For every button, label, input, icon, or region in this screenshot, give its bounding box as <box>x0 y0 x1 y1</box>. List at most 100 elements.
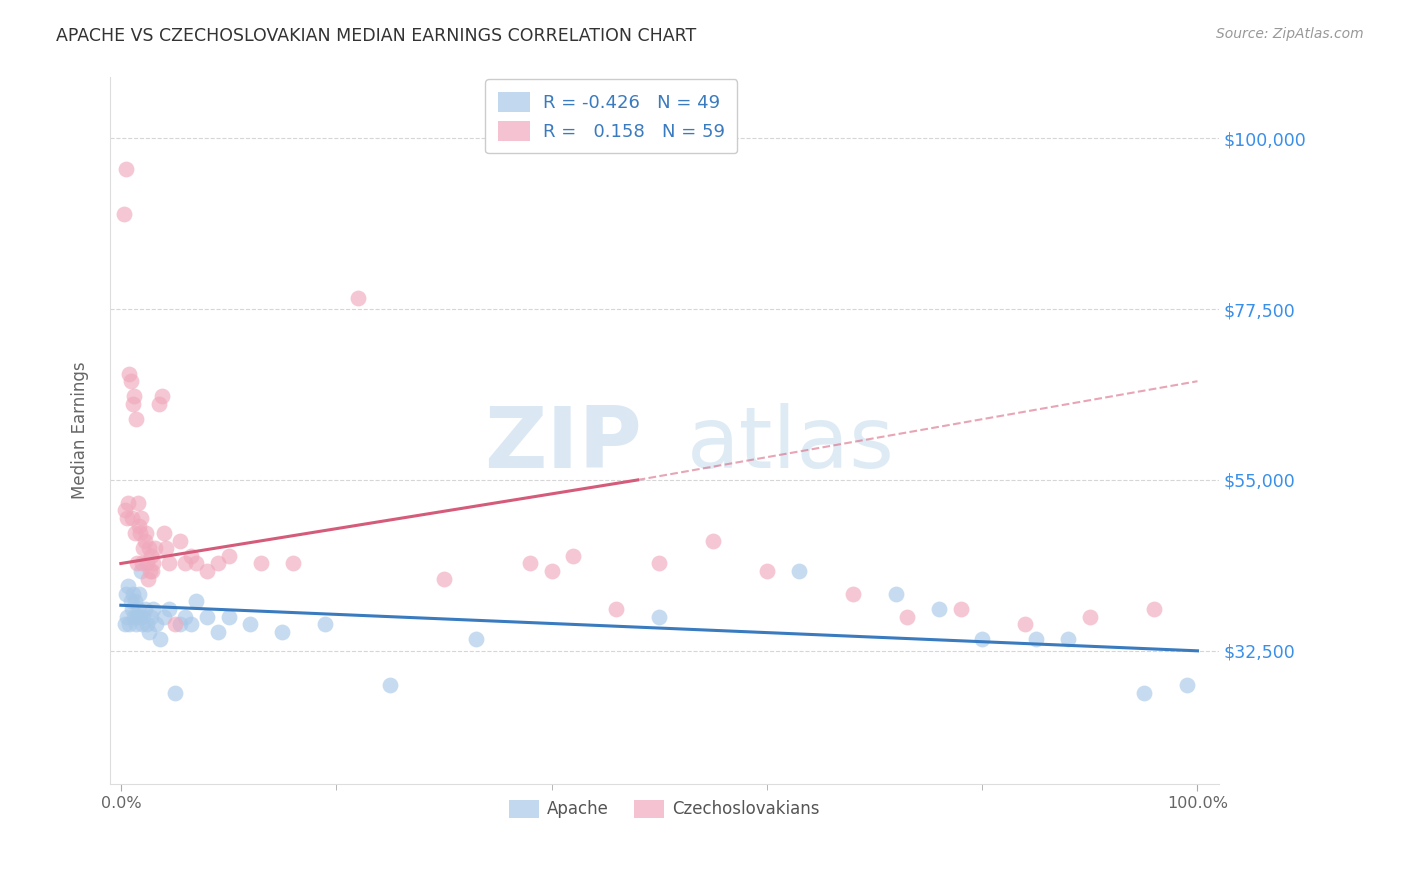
Point <box>135 557 157 571</box>
Point <box>128 518 150 533</box>
Text: ZIP: ZIP <box>485 403 643 486</box>
Point <box>128 587 150 601</box>
Point <box>949 602 972 616</box>
Point <box>562 549 585 563</box>
Point <box>207 557 229 571</box>
Point <box>163 617 186 632</box>
Legend: Apache, Czechoslovakians: Apache, Czechoslovakians <box>502 793 827 825</box>
Point <box>648 557 671 571</box>
Point <box>120 374 142 388</box>
Point <box>129 511 152 525</box>
Point <box>787 564 810 578</box>
Point <box>648 609 671 624</box>
Point <box>153 609 176 624</box>
Point <box>124 526 146 541</box>
Point <box>125 412 148 426</box>
Text: APACHE VS CZECHOSLOVAKIAN MEDIAN EARNINGS CORRELATION CHART: APACHE VS CZECHOSLOVAKIAN MEDIAN EARNING… <box>56 27 696 45</box>
Point <box>465 632 488 647</box>
Point <box>134 602 156 616</box>
Point <box>127 602 149 616</box>
Point <box>121 587 143 601</box>
Point <box>169 617 191 632</box>
Point <box>117 496 139 510</box>
Point <box>702 533 724 548</box>
Point <box>143 541 166 556</box>
Text: atlas: atlas <box>686 403 894 486</box>
Point <box>125 617 148 632</box>
Point <box>127 496 149 510</box>
Point <box>157 557 180 571</box>
Point <box>141 564 163 578</box>
Y-axis label: Median Earnings: Median Earnings <box>72 362 89 500</box>
Point <box>1014 617 1036 632</box>
Point <box>180 617 202 632</box>
Point <box>112 207 135 221</box>
Point <box>239 617 262 632</box>
Point <box>218 549 240 563</box>
Point <box>169 533 191 548</box>
Point <box>1057 632 1080 647</box>
Point <box>138 541 160 556</box>
Point <box>174 557 197 571</box>
Point <box>755 564 778 578</box>
Point <box>186 557 208 571</box>
Point <box>115 587 138 601</box>
Point <box>129 609 152 624</box>
Point <box>149 632 172 647</box>
Point <box>346 291 368 305</box>
Point <box>155 541 177 556</box>
Point <box>122 609 145 624</box>
Point <box>519 557 541 571</box>
Point <box>114 503 136 517</box>
Point <box>122 389 145 403</box>
Point <box>157 602 180 616</box>
Point <box>142 557 165 571</box>
Point <box>153 526 176 541</box>
Point <box>115 161 138 176</box>
Point <box>121 511 143 525</box>
Point <box>118 617 141 632</box>
Point <box>1143 602 1166 616</box>
Point <box>842 587 865 601</box>
Point <box>139 549 162 563</box>
Point <box>142 602 165 616</box>
Point <box>121 397 143 411</box>
Point <box>145 617 167 632</box>
Point <box>121 602 143 616</box>
Point <box>124 594 146 608</box>
Point <box>125 557 148 571</box>
Point <box>540 564 562 578</box>
Point <box>433 572 456 586</box>
Point <box>281 557 304 571</box>
Point <box>1132 685 1154 699</box>
Point <box>135 526 157 541</box>
Point <box>129 526 152 541</box>
Point <box>148 397 170 411</box>
Point <box>271 624 294 639</box>
Point <box>129 564 152 578</box>
Point <box>378 678 401 692</box>
Point <box>136 572 159 586</box>
Point <box>120 594 142 608</box>
Point <box>174 609 197 624</box>
Point <box>134 533 156 548</box>
Point <box>972 632 994 647</box>
Point <box>139 564 162 578</box>
Point <box>314 617 336 632</box>
Point <box>114 617 136 632</box>
Point <box>163 685 186 699</box>
Point <box>195 564 218 578</box>
Point <box>131 617 153 632</box>
Point <box>186 594 208 608</box>
Point <box>180 549 202 563</box>
Point <box>1025 632 1047 647</box>
Point <box>896 609 918 624</box>
Point <box>117 511 139 525</box>
Point <box>138 624 160 639</box>
Point <box>928 602 950 616</box>
Point <box>125 609 148 624</box>
Point <box>132 541 155 556</box>
Point <box>207 624 229 639</box>
Point <box>1175 678 1198 692</box>
Point <box>117 609 139 624</box>
